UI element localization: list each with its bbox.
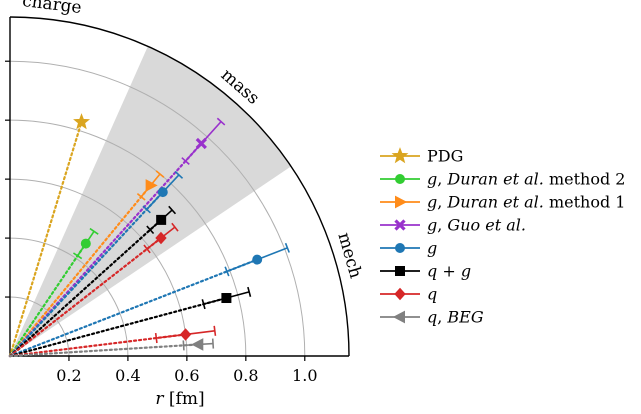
data-marker (195, 137, 207, 150)
legend-marker (395, 243, 405, 253)
error-cap (89, 227, 99, 235)
legend-marker (395, 195, 408, 209)
ray-line (8, 120, 83, 358)
error-cap (174, 170, 184, 179)
data-marker (80, 238, 91, 249)
data-marker (155, 231, 167, 245)
legend-label: q (427, 285, 437, 304)
grid-arc (9, 60, 306, 357)
error-cap (171, 222, 179, 232)
x-tick-label: 0.2 (56, 366, 81, 385)
data-marker (179, 328, 192, 341)
error-cap (284, 242, 290, 253)
data-marker (145, 179, 158, 192)
error-cap (213, 325, 217, 336)
error-cap (216, 117, 226, 126)
grid-arc (9, 296, 70, 357)
error-cap (154, 332, 158, 344)
series-point (8, 170, 184, 358)
data-marker (156, 214, 167, 225)
series-point (8, 242, 290, 358)
legend-marker (394, 219, 406, 231)
legend-marker (392, 310, 405, 324)
error-cap (181, 157, 190, 165)
data-marker (73, 113, 91, 130)
legend-item: PDG (380, 147, 463, 166)
error-cap (211, 338, 215, 349)
legend-item: g (380, 239, 437, 258)
legend-marker (391, 147, 409, 164)
error-cap (155, 170, 165, 178)
error-cap (168, 205, 177, 215)
error-cap (201, 299, 206, 310)
x-axis-label: r [fm] (155, 389, 204, 409)
series-point (8, 338, 215, 358)
x-tick-label: 0.4 (115, 366, 140, 385)
legend: PDG g, Duran et al. method 2 g, Duran et a… (380, 147, 625, 327)
ray-line (8, 296, 228, 358)
grid-arc (9, 178, 188, 357)
grid-arc (9, 237, 129, 357)
x-tick-label: 1.0 (292, 366, 317, 385)
ray-line (8, 236, 163, 358)
series-point (8, 205, 177, 358)
legend-item: q + g (380, 262, 471, 281)
data-marker (157, 187, 168, 198)
ray-line (8, 258, 259, 358)
series-point (8, 113, 91, 358)
data-marker (252, 254, 263, 265)
legend-label: g (427, 239, 437, 258)
error-cap (182, 340, 185, 351)
legend-item: g, Guo et al. (380, 216, 526, 235)
error-cap (72, 252, 83, 260)
data-marker (191, 338, 204, 351)
ray-line (8, 242, 87, 358)
ticks (5, 60, 306, 361)
legend-label: g, Duran et al. method 1 (427, 193, 625, 212)
ray-line (8, 343, 200, 358)
error-cap (143, 244, 151, 254)
series-point (8, 325, 217, 358)
ray-line (8, 191, 164, 358)
legend-label: g, Duran et al. method 2 (427, 170, 625, 189)
error-cap (136, 192, 146, 201)
charge-label: charge (21, 0, 83, 18)
legend-item: q (380, 285, 437, 304)
series-point (8, 227, 99, 358)
x-tick-label: 0.6 (174, 366, 199, 385)
legend-label: PDG (427, 147, 463, 166)
series-point (8, 222, 179, 358)
ray-line (8, 218, 163, 358)
error-cap (224, 266, 230, 277)
tick-labels: 0.2 0.4 0.6 0.8 1.0 (56, 366, 317, 385)
legend-item: g, Duran et al. method 2 (380, 170, 625, 189)
legend-label: q + g (427, 262, 471, 281)
series-point (8, 170, 165, 358)
series-point (8, 286, 252, 358)
grid-arcs (9, 60, 306, 357)
legend-item: g, Duran et al. method 1 (380, 193, 625, 212)
error-cap (142, 205, 151, 214)
series-group (8, 113, 290, 358)
outer-arc (9, 16, 350, 357)
legend-marker (395, 174, 405, 184)
grid-arc (9, 119, 247, 357)
legend-label: g, Guo et al. (427, 216, 526, 235)
legend-marker (395, 266, 405, 276)
error-cap (247, 286, 252, 297)
error-cap (146, 225, 155, 235)
legend-item: q, BEG (380, 308, 484, 327)
legend-marker (394, 287, 406, 301)
data-marker (221, 293, 232, 304)
x-tick-label: 0.8 (233, 366, 258, 385)
ray-line (8, 184, 152, 358)
legend-label: q, BEG (427, 308, 484, 327)
